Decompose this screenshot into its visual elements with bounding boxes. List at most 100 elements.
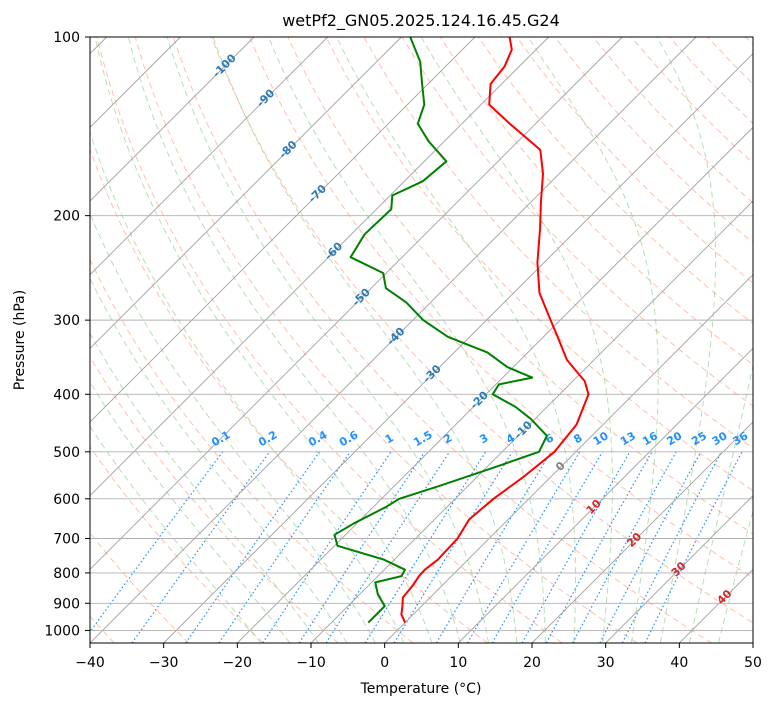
mixing-ratio-label: 25 — [689, 429, 709, 448]
dry-adiabat — [325, 37, 753, 492]
mixing-ratio-line — [218, 451, 351, 643]
y-tick-label: 200 — [53, 209, 80, 225]
isotherm-line — [531, 421, 753, 643]
mixing-ratio-label: 1.5 — [411, 428, 434, 449]
y-tick-label: 100 — [53, 30, 80, 46]
reference-line-labels: -100-90-80-70-60-50-40-30-20-1000.1 0.2 0.… — [209, 51, 750, 607]
x-tick-label: 30 — [597, 655, 615, 671]
mixing-ratio-label: 13 — [618, 429, 638, 448]
dry-adiabat — [249, 37, 753, 579]
isotherms — [90, 37, 753, 643]
isotherm-line — [384, 274, 753, 643]
dry-adiabat — [669, 37, 753, 125]
x-axis-ticks: −40 −30 −20 −10 0 10 20 30 40 50 — [75, 643, 762, 671]
mixing-ratio-line — [435, 451, 552, 643]
moist-adiabat — [718, 509, 753, 643]
dry-adiabat — [287, 37, 753, 535]
moist-adiabat-label: 10 — [584, 497, 604, 517]
isotherm-line — [310, 200, 753, 643]
y-tick-label: 900 — [53, 596, 80, 612]
x-tick-label: −30 — [149, 655, 179, 671]
isotherm-label: -60 — [322, 239, 345, 262]
x-tick-label: 20 — [523, 655, 541, 671]
isotherm-line — [163, 53, 753, 643]
mixing-ratio-line — [90, 451, 224, 633]
chart-title: wetPf2_GN05.2025.124.16.45.G24 — [282, 11, 560, 31]
mixing-ratio-line — [572, 451, 677, 643]
mixing-ratio-label: 20 — [665, 429, 685, 448]
y-axis-ticks: 100 200 300 400 500 600 700 800 900 1000 — [44, 30, 90, 639]
x-tick-label: 10 — [449, 655, 467, 671]
mixing-ratio-line — [599, 451, 702, 643]
y-tick-label: 400 — [53, 387, 80, 403]
moist-adiabat-label: 30 — [669, 559, 689, 579]
dry-adiabat — [90, 355, 339, 643]
y-axis-title: Pressure (hPa) — [12, 290, 28, 390]
mixing-ratio-line — [644, 451, 743, 643]
isotherm-line — [605, 495, 753, 643]
moist-adiabat — [94, 37, 433, 643]
y-tick-label: 800 — [53, 566, 80, 582]
moist-adiabat — [688, 363, 753, 643]
isotherm-line — [90, 37, 549, 497]
moist-adiabats — [90, 37, 753, 643]
mixing-ratio-label: 36 — [730, 429, 750, 448]
dewpoint-profile-line — [333, 37, 548, 624]
moist-adiabat-label: 20 — [624, 530, 644, 550]
y-tick-label: 700 — [53, 532, 80, 548]
y-tick-label: 600 — [53, 492, 80, 508]
temperature-profile-line — [400, 37, 590, 624]
moist-adiabat — [268, 37, 546, 643]
isotherm-label: -50 — [350, 285, 373, 308]
isotherm-line — [90, 37, 402, 349]
dry-adiabat — [745, 37, 753, 46]
moist-adiabat — [90, 277, 348, 643]
isotherm-line — [90, 37, 255, 202]
isotherm-label: -80 — [276, 138, 299, 161]
mixing-ratio-label: 3 — [477, 431, 490, 446]
x-tick-label: −40 — [75, 655, 105, 671]
mixing-ratio-label: 16 — [640, 429, 660, 448]
y-tick-label: 300 — [53, 313, 80, 329]
mixing-ratio-label: 0.4 — [306, 428, 330, 449]
y-tick-label: 1000 — [44, 623, 80, 639]
mixing-ratio-line — [545, 451, 653, 643]
isotherm-line — [90, 37, 623, 570]
dry-adiabat — [90, 531, 190, 643]
profile-series — [333, 37, 590, 624]
isotherm-line — [458, 347, 753, 643]
mixing-ratio-label: 0.6 — [337, 428, 361, 449]
mixing-ratio-line — [262, 451, 392, 643]
isotherm-label: -100 — [210, 51, 239, 80]
isotherm-label: -40 — [384, 325, 407, 348]
mixing-ratio-label: 30 — [710, 429, 730, 448]
mixing-ratio-line — [521, 451, 631, 643]
moist-adiabat — [212, 37, 518, 643]
x-tick-label: −10 — [296, 655, 326, 671]
plot-frame — [89, 36, 754, 644]
x-axis-title: Temperature (°C) — [360, 681, 482, 697]
moist-adiabat — [336, 37, 576, 643]
dry-adiabat — [172, 37, 712, 643]
mixing-ratio-line — [325, 451, 451, 643]
dry-adiabat — [96, 37, 563, 643]
x-tick-label: 0 — [380, 655, 389, 671]
mixing-ratio-label: 0.2 — [256, 428, 279, 449]
mixing-ratio-label: 10 — [591, 429, 611, 448]
x-tick-label: 40 — [670, 655, 688, 671]
mixing-ratio-line — [364, 451, 487, 643]
mixing-ratio-lines — [90, 451, 743, 643]
dry-adiabat — [478, 37, 753, 325]
isotherm-label: 0 — [553, 459, 568, 474]
moist-adiabat — [90, 381, 291, 643]
moist-adiabat — [90, 212, 376, 643]
x-tick-label: −20 — [223, 655, 253, 671]
moist-adiabat — [527, 37, 659, 643]
mixing-ratio-line — [185, 451, 321, 643]
mixing-ratio-label: 2 — [441, 431, 454, 446]
isotherm-line — [90, 37, 476, 423]
moist-adiabat — [90, 130, 405, 643]
x-tick-label: 50 — [744, 655, 762, 671]
isotherm-label: -10 — [512, 418, 535, 441]
